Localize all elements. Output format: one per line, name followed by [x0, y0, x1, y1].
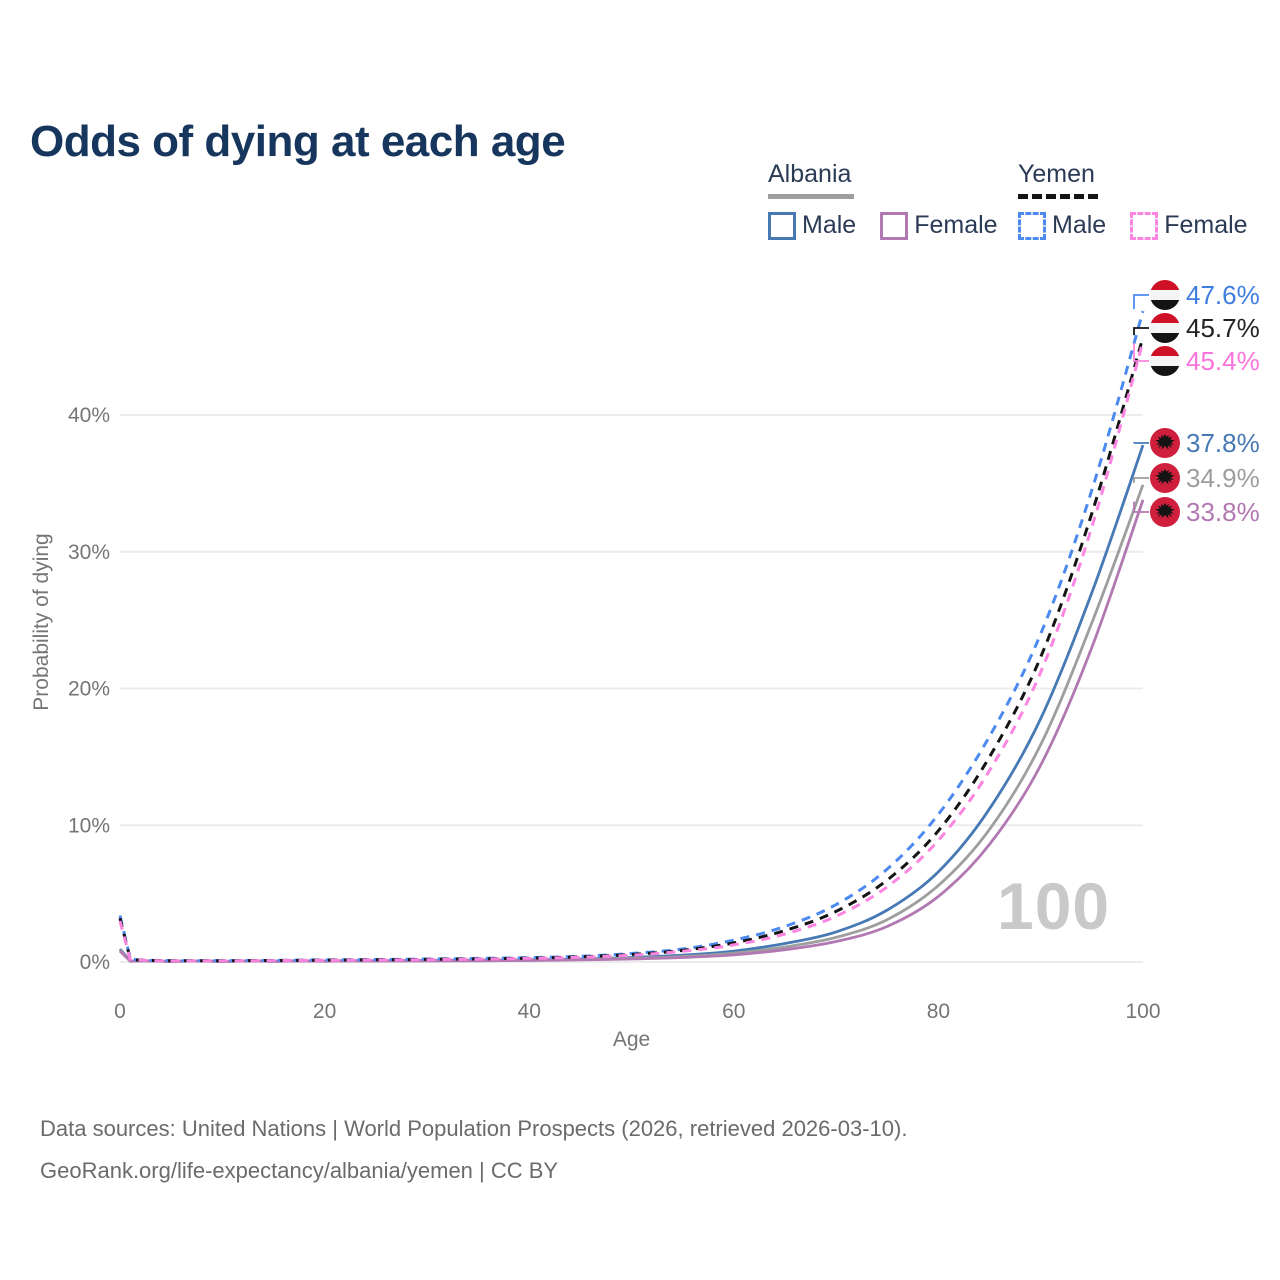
yemen-flag-icon — [1150, 346, 1180, 376]
x-tick-label: 100 — [1125, 1000, 1160, 1023]
end-value-label: 34.9% — [1186, 463, 1260, 493]
y-axis-title: Probability of dying — [30, 533, 53, 711]
legend-yemen-line-swatch — [1018, 194, 1098, 199]
end-value-label: 47.6% — [1186, 280, 1260, 310]
albania-female-swatch-icon — [880, 211, 909, 240]
yemen-flag-icon — [1150, 280, 1180, 310]
label-connector — [1133, 501, 1149, 513]
albania-flag-icon — [1150, 497, 1180, 527]
legend-yemen-header: Yemen — [1018, 160, 1095, 188]
series-line-albania-both — [118, 484, 1145, 963]
footer-data-sources: Data sources: United Nations | World Pop… — [40, 1116, 908, 1141]
x-tick-label: 20 — [313, 1000, 336, 1023]
legend-yemen-male-label: Male — [1052, 211, 1107, 239]
y-tick-label: 40% — [68, 404, 110, 427]
legend-yemen-female-label: Female — [1164, 211, 1248, 239]
legend-albania-line-swatch — [768, 194, 854, 199]
label-connector — [1133, 477, 1149, 483]
yemen-male-swatch-icon — [1018, 211, 1046, 240]
footer-attribution: GeoRank.org/life-expectancy/albania/yeme… — [40, 1158, 559, 1183]
legend-albania-header: Albania — [768, 160, 852, 188]
yemen-female-swatch-icon — [1130, 211, 1159, 240]
y-tick-label: 20% — [68, 678, 110, 701]
legend-yemen-female[interactable]: Female — [1130, 211, 1248, 240]
x-axis-title: Age — [612, 1028, 651, 1051]
series-line-yemen-both — [118, 336, 1145, 963]
legend-albania: Albania Male Female — [768, 160, 1022, 240]
series-line-yemen-male — [118, 310, 1145, 963]
series-line-yemen-female — [118, 340, 1145, 963]
albania-flag-icon — [1150, 428, 1180, 458]
end-value-label: 45.7% — [1186, 313, 1260, 343]
footer: Data sources: United Nations | World Pop… — [40, 1108, 907, 1192]
line-chart: 0% 10% 20% 30% 40% 0 20 40 60 80 100 37.8% 34.9% 33.8… — [68, 280, 1260, 1023]
legend-albania-female[interactable]: Female — [880, 211, 998, 240]
albania-flag-icon — [1150, 463, 1180, 493]
y-tick-label: 0% — [80, 951, 110, 974]
label-connector — [1133, 327, 1149, 336]
end-value-label: 33.8% — [1186, 497, 1260, 527]
x-tick-label: 0 — [114, 1000, 126, 1023]
y-tick-label: 10% — [68, 814, 110, 837]
y-tick-label: 30% — [68, 541, 110, 564]
legend-yemen-male[interactable]: Male — [1018, 211, 1106, 240]
series-line-albania-male — [118, 444, 1145, 963]
age-watermark: 100 — [997, 869, 1111, 943]
label-connector — [1133, 294, 1149, 310]
end-value-label: 45.4% — [1186, 346, 1260, 376]
legend-albania-male-label: Male — [802, 211, 857, 239]
end-value-label: 37.8% — [1186, 428, 1260, 458]
page-title: Odds of dying at each age — [30, 117, 566, 167]
series-line-albania-female — [119, 499, 1145, 964]
label-connector — [1133, 343, 1149, 362]
legend-yemen: Yemen Male Female — [1018, 160, 1272, 240]
x-tick-label: 40 — [518, 1000, 541, 1023]
x-tick-label: 80 — [927, 1000, 950, 1023]
yemen-flag-icon — [1150, 313, 1180, 343]
legend-albania-male[interactable]: Male — [768, 211, 856, 240]
x-tick-label: 60 — [722, 1000, 745, 1023]
legend-albania-female-label: Female — [914, 211, 998, 239]
albania-male-swatch-icon — [768, 211, 796, 240]
